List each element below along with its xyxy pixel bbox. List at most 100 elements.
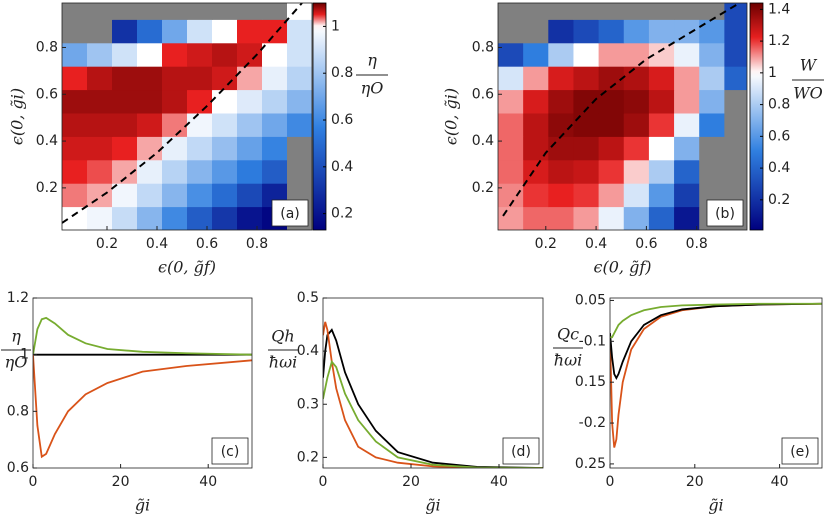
heat-cell: [137, 19, 163, 44]
y-tick-label: 0.6: [472, 86, 494, 102]
heat-cell: [237, 42, 263, 67]
y-tick-label: 0.15: [575, 374, 606, 390]
heat-cell: [699, 66, 725, 91]
heat-cell: [548, 183, 574, 208]
x-axis-label: g̃i: [425, 496, 440, 515]
y-tick-label: 0.2: [297, 449, 319, 465]
heat-cell: [548, 89, 574, 114]
heat-cell: [187, 112, 213, 137]
heat-cell: [112, 206, 138, 230]
y-tick-label: 0.8: [7, 403, 29, 419]
heat-cell: [137, 66, 163, 91]
heat-cell: [237, 183, 263, 208]
heat-cell: [62, 66, 88, 91]
heat-cell: [237, 89, 263, 114]
heat-cell: [498, 3, 524, 20]
y-tick-label: 0.25: [575, 456, 606, 472]
heat-cell: [62, 159, 88, 184]
heat-cell: [699, 19, 725, 44]
line-series: [610, 302, 822, 381]
y-tick-label: 0.8: [36, 39, 58, 55]
heat-cell: [137, 136, 163, 161]
heat-cell: [187, 206, 213, 230]
heat-cell: [648, 19, 675, 44]
heat-cell: [162, 3, 188, 20]
heat-cell: [523, 136, 549, 161]
y-axis-label-den: ηO: [5, 353, 28, 372]
colorbar-tick-label: 1: [768, 65, 777, 81]
heat-cell: [548, 19, 574, 44]
dashed-line: [62, 3, 303, 224]
x-tick-label: 20: [686, 474, 704, 490]
heat-cell: [699, 42, 725, 67]
heat-cell: [648, 89, 675, 114]
x-tick-label: 0.4: [146, 236, 168, 252]
heat-cell: [212, 42, 238, 67]
heat-cell: [523, 112, 549, 137]
x-tick-label: 0.2: [96, 236, 118, 252]
colorbar-label-den: WO: [793, 84, 823, 103]
heat-cell: [724, 19, 747, 44]
heat-cell: [674, 206, 700, 230]
heat-cell: [162, 183, 188, 208]
heat-cell: [648, 42, 675, 67]
y-tick-label: 0.4: [36, 133, 58, 149]
heat-cell: [523, 66, 549, 91]
heat-cell: [498, 66, 524, 91]
heat-cell: [62, 19, 88, 44]
plot-area: [62, 3, 312, 230]
heat-cell: [548, 112, 574, 137]
heat-cell: [724, 3, 747, 20]
heat-cell: [674, 3, 700, 20]
heat-cell: [237, 159, 263, 184]
heat-cell: [699, 159, 725, 184]
heat-cell: [137, 206, 163, 230]
x-tick-label: 0: [29, 474, 38, 490]
heat-cell: [548, 159, 574, 184]
line-series: [33, 316, 252, 356]
y-tick-label: 0.5: [297, 290, 319, 306]
heat-cell: [573, 3, 600, 20]
plot-area: [33, 316, 252, 459]
heat-cell: [498, 89, 524, 114]
heat-cell: [162, 159, 188, 184]
y-axis-label-num: Qh: [271, 327, 294, 346]
heat-cell: [62, 42, 88, 67]
heat-cell: [237, 206, 263, 230]
heat-cell: [498, 206, 524, 230]
y-tick-label: 0.4: [297, 343, 319, 359]
x-tick-label: 40: [771, 474, 789, 490]
colorbar-label-num: η: [367, 51, 377, 70]
heat-cell: [523, 89, 549, 114]
heat-cell: [212, 136, 238, 161]
heat-cell: [62, 136, 88, 161]
panel-label: (e): [790, 444, 810, 460]
heat-cell: [212, 159, 238, 184]
heat-cell: [548, 136, 574, 161]
heat-cell: [187, 183, 213, 208]
heat-cell: [87, 42, 113, 67]
heat-cell: [598, 206, 625, 230]
heat-cell: [724, 136, 747, 161]
x-tick-label: 20: [402, 474, 420, 490]
heat-cell: [87, 183, 113, 208]
colorbar-label-den: ηO: [361, 79, 384, 98]
colorbar: [749, 2, 764, 231]
heat-cell: [623, 206, 650, 230]
heat-cell: [87, 66, 113, 91]
heat-cell: [674, 19, 700, 44]
heat-cell: [212, 183, 238, 208]
panel-label: (a): [280, 206, 300, 222]
colorbar-tick-label: 0.2: [768, 192, 790, 208]
x-axis-label: g̃i: [135, 496, 150, 515]
heat-cell: [573, 206, 600, 230]
panel: 0.2 0.4 0.6 0.8 1 η ηO ϵ(0, g̃i) 0.2 0.4 0.6 0.8 0.2…: [8, 2, 388, 277]
heat-cell: [623, 159, 650, 184]
heat-cell: [598, 112, 625, 137]
line-series: [323, 328, 543, 468]
panel-label-box: [271, 199, 309, 227]
heat-cell: [262, 159, 288, 184]
heat-cell: [548, 42, 574, 67]
heat-cell: [87, 112, 113, 137]
heat-cell: [162, 112, 188, 137]
